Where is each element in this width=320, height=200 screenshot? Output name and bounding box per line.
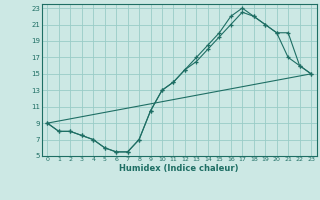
X-axis label: Humidex (Indice chaleur): Humidex (Indice chaleur)	[119, 164, 239, 173]
